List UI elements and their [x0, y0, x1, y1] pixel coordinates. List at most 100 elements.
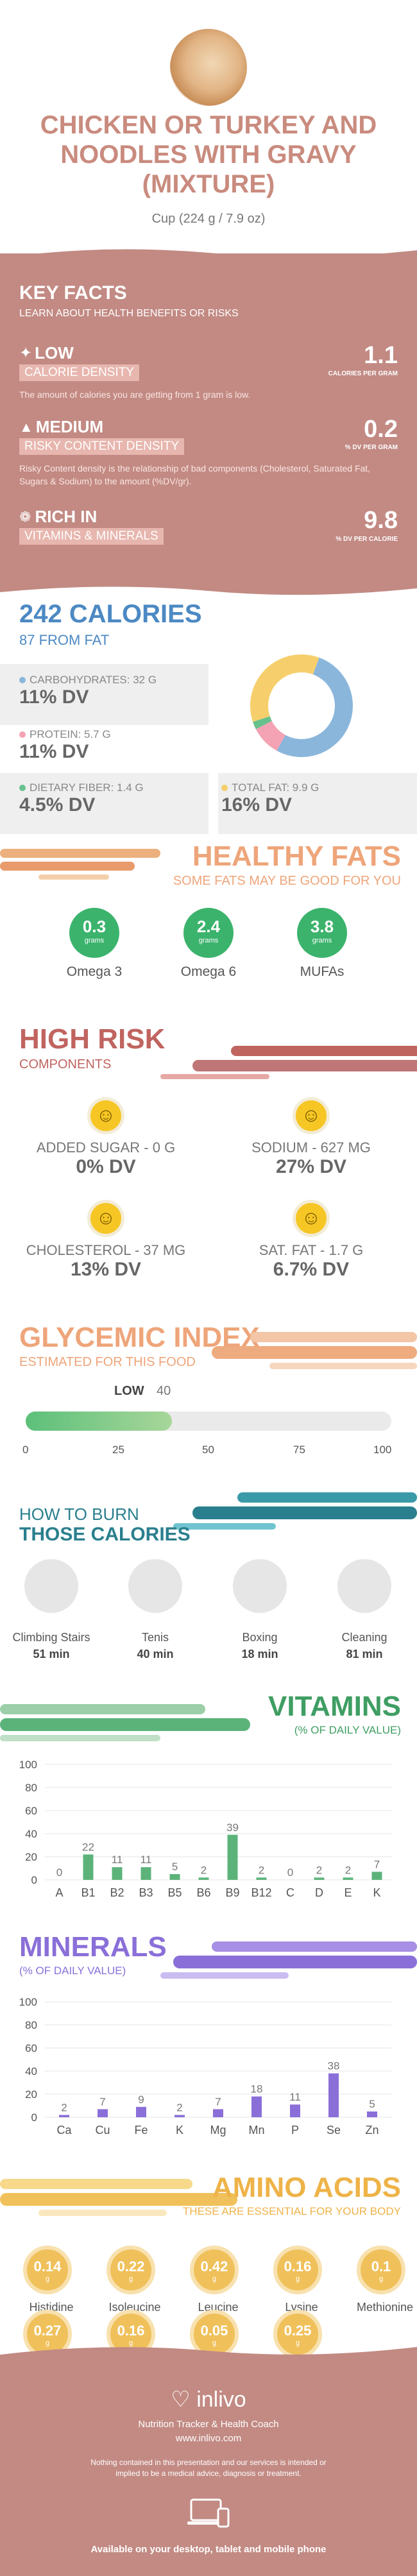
mineral-ytick: 20 [25, 2088, 37, 2101]
mineral-category-Se: Se [327, 2124, 341, 2137]
mufas-bubble: 3.8 grams [297, 908, 347, 958]
vitamin-bar-B12 [256, 1877, 267, 1880]
amino-label: Isoleucine [108, 2301, 161, 2314]
glycemic-stripes [212, 1332, 417, 1369]
smile-icon: ☺ [87, 1200, 124, 1237]
vitamin-bar-B1 [83, 1854, 94, 1880]
amino-unit: g [128, 2339, 133, 2347]
mineral-category-Mg: Mg [210, 2124, 226, 2137]
omega6-bubble: 2.4 grams [183, 908, 234, 958]
vitamin-bar-E [343, 1877, 353, 1880]
fat-nutrient: TOTAL FAT: 9.9 g 16% DV [221, 781, 319, 816]
grin-icon: ☺ [87, 1097, 124, 1134]
food-image [170, 29, 247, 106]
vitamin-value-D: 2 [316, 1864, 322, 1876]
omega3-value: 0.3 [82, 917, 106, 936]
donut-slice-protein [255, 721, 285, 751]
donut-slice-fat [250, 654, 319, 722]
vitamin-value-B5: 5 [172, 1861, 178, 1873]
mineral-category-Mn: Mn [248, 2124, 264, 2137]
risky-density-fact: ▲ MEDIUM RISKY CONTENT DENSITY [19, 417, 185, 455]
amino-label: Methionine [356, 2301, 414, 2314]
carbs-dot [19, 677, 26, 683]
vitamin-category-B2: B2 [110, 1886, 124, 1899]
leaf-icon: ❁ [19, 508, 31, 525]
footer-disclaimer: Nothing contained in this presentation a… [90, 2458, 327, 2478]
footer-brand[interactable]: ♡ inlivo [0, 2387, 417, 2412]
amino-bubble: 0.14 g [23, 2246, 72, 2294]
footer-url[interactable]: www.inlivo.com [175, 2433, 242, 2444]
mufas-label: MUFAs [300, 964, 345, 979]
vitamin-category-B1: B1 [81, 1886, 95, 1899]
mineral-ytick: 80 [25, 2019, 37, 2031]
vitamins-title: VITAMINS [268, 1691, 401, 1722]
amino-unit: g [295, 2275, 300, 2283]
mineral-bar-Se [328, 2073, 339, 2117]
amino-unit: g [379, 2275, 384, 2283]
protein-dv: 11% DV [19, 741, 89, 762]
climbing-stairs-icon [24, 1559, 78, 1613]
vitamin-ytick: 100 [19, 1759, 37, 1771]
amino-unit: g [45, 2339, 50, 2347]
vitamin-value-K: 7 [374, 1858, 380, 1870]
vitamin-value-A: 0 [56, 1866, 62, 1879]
footer-tagline: Nutrition Tracker & Health Coach [138, 2419, 279, 2430]
minerals-stripes [160, 1941, 417, 1979]
amino-title: AMINO ACIDS [212, 2172, 401, 2203]
serving-size: Cup (224 g / 7.9 oz) [151, 212, 266, 226]
mineral-category-Zn: Zn [365, 2124, 379, 2137]
key-facts-section: KEY FACTS LEARN ABOUT HEALTH BENEFITS OR… [0, 253, 417, 584]
vitamins-minerals-fact: ❁ RICH IN VITAMINS & MINERALS [19, 507, 164, 545]
vitamin-value-E: 2 [345, 1864, 351, 1876]
vitamins-minerals-value: 9.8 [364, 507, 398, 534]
mufas-unit: grams [312, 937, 332, 944]
amino-subtitle: THESE ARE ESSENTIAL FOR YOUR BODY [182, 2205, 401, 2217]
amino-bubble: 0.27 g [23, 2310, 72, 2358]
minerals-subtitle: (% OF DAILY VALUE) [19, 1965, 126, 1977]
mineral-value-Zn: 5 [369, 2098, 375, 2110]
calorie-density-label: CALORIE DENSITY [19, 364, 140, 381]
protein-label: PROTEIN: 5.7 g [30, 728, 111, 740]
vitamin-bar-K [371, 1872, 382, 1880]
donut-slice-carbohydrates [277, 657, 353, 757]
mineral-category-P: P [291, 2124, 299, 2137]
vitamin-value-B1: 22 [82, 1841, 94, 1853]
tennis-label: Tenis [141, 1631, 169, 1644]
risky-density-desc: Risky Content density is the relationshi… [19, 463, 371, 486]
protein-nutrient: PROTEIN: 5.7 g 11% DV [19, 728, 111, 763]
vitamin-ytick: 20 [25, 1851, 37, 1863]
amino-value: 0.16 [284, 2258, 312, 2274]
key-facts-subtitle: LEARN ABOUT HEALTH BENEFITS OR RISKS [19, 308, 239, 319]
fat-dv: 16% DV [221, 794, 293, 815]
smile-icon: ☺ [293, 1097, 330, 1134]
glycemic-tick-25: 25 [112, 1444, 124, 1456]
mineral-category-Ca: Ca [56, 2124, 72, 2137]
cleaning-time: 81 min [346, 1648, 383, 1660]
vitamin-value-B9: 39 [226, 1821, 239, 1834]
carbs-label: CARBOHYDRATES: 32 g [30, 674, 157, 686]
mineral-bar-Mg [213, 2109, 223, 2117]
flame-icon: ✦ [19, 345, 33, 362]
mineral-bar-Ca [59, 2115, 69, 2117]
vitamin-ytick: 40 [25, 1828, 37, 1840]
key-facts-wave-bottom [0, 581, 417, 595]
amino-unit: g [212, 2339, 217, 2347]
mineral-value-P: 11 [289, 2091, 301, 2103]
mufas-value: 3.8 [310, 917, 334, 936]
donut-slice-fiber [253, 716, 272, 729]
amino-bubble: 0.25 g [273, 2310, 322, 2358]
omega6-unit: grams [198, 937, 219, 944]
mineral-bar-Mn [251, 2096, 262, 2117]
healthy-fats-stripes [0, 849, 160, 880]
mineral-bar-K [174, 2115, 185, 2117]
fiber-dot [19, 785, 26, 791]
devices-icon [187, 2498, 230, 2528]
sat-fat-item: ☺ SAT. FAT - 1.7 g 6.7% DV [225, 1200, 398, 1281]
vitamins-minerals-level: RICH IN [35, 507, 98, 526]
mineral-value-Cu: 7 [99, 2095, 105, 2108]
mineral-category-Cu: Cu [95, 2124, 110, 2137]
cholesterol-label: CHOLESTEROL - 37 mg [26, 1242, 186, 1258]
calories-donut-chart [250, 654, 353, 757]
mineral-bar-Cu [98, 2109, 108, 2117]
vitamin-value-B6: 2 [201, 1864, 207, 1876]
